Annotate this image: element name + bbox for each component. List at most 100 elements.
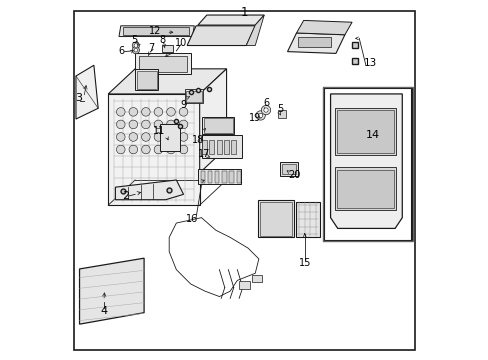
Text: 9: 9 [180,100,186,110]
Bar [122,27,188,35]
Bar [410,87,411,241]
Circle shape [142,120,150,129]
Bar [186,91,202,102]
Circle shape [154,133,163,141]
Bar [336,170,393,208]
Bar [298,37,330,47]
Circle shape [129,120,137,129]
Circle shape [166,120,175,129]
Circle shape [166,133,175,141]
Bar [230,140,235,154]
Text: 18: 18 [191,135,203,145]
Bar [137,71,156,89]
Circle shape [261,105,270,115]
Circle shape [258,113,262,118]
Bar [108,94,199,205]
Bar [202,140,207,154]
Bar [229,171,233,183]
Bar [139,56,187,72]
Bar [281,163,296,174]
Bar [162,45,172,52]
Bar [202,117,234,134]
Circle shape [255,111,265,120]
Text: 10: 10 [174,38,186,48]
Circle shape [129,145,137,154]
Bar [322,87,323,241]
Polygon shape [108,69,226,94]
Bar [135,53,190,74]
Text: 3: 3 [75,93,82,103]
Text: 4: 4 [100,306,107,316]
Bar [334,108,395,155]
Bar [160,125,180,151]
Circle shape [154,108,163,116]
Bar [260,202,292,235]
Bar [322,87,411,88]
Text: 14: 14 [365,130,379,140]
Bar [209,140,214,154]
Text: 1: 1 [240,6,248,19]
Bar [198,168,241,184]
Text: 11: 11 [153,126,165,135]
Bar [216,140,221,154]
Bar [203,118,233,133]
Polygon shape [76,65,98,119]
Circle shape [166,145,175,154]
Bar [185,89,203,103]
Polygon shape [198,15,264,25]
Bar [334,167,395,211]
Polygon shape [187,26,255,45]
Circle shape [179,108,187,116]
Circle shape [116,120,125,129]
Bar [223,140,228,154]
Bar [280,162,297,176]
Text: 5: 5 [277,104,283,114]
Circle shape [166,108,175,116]
Circle shape [129,108,137,116]
Text: 19: 19 [248,113,261,123]
Text: 16: 16 [186,214,198,224]
Circle shape [154,120,163,129]
Circle shape [142,133,150,141]
Text: 13: 13 [364,58,377,68]
Bar [135,69,158,90]
Bar [258,200,293,237]
Circle shape [134,44,137,47]
Bar [336,111,393,153]
Polygon shape [296,21,351,35]
Circle shape [132,46,139,54]
Text: 2: 2 [122,191,129,201]
Bar [239,282,249,289]
Bar [322,87,412,241]
Circle shape [132,42,139,49]
Circle shape [116,145,125,154]
Text: 17: 17 [198,149,210,159]
Polygon shape [80,258,144,324]
Polygon shape [199,69,226,173]
Polygon shape [246,15,264,45]
Text: 5: 5 [131,35,137,45]
Circle shape [179,133,187,141]
Bar [222,171,226,183]
Polygon shape [330,94,402,228]
Bar [296,202,319,237]
Circle shape [179,145,187,154]
Text: 7: 7 [148,43,154,53]
Text: 8: 8 [159,35,165,45]
Bar [322,240,411,241]
Bar [251,275,261,282]
Bar [277,110,285,118]
Text: 12: 12 [149,26,162,36]
Text: 6: 6 [119,46,124,56]
Bar [236,171,241,183]
Circle shape [142,145,150,154]
Bar [207,171,212,183]
Text: 20: 20 [288,170,300,180]
Circle shape [116,108,125,116]
Bar [201,171,204,183]
Polygon shape [287,33,344,53]
Circle shape [116,133,125,141]
Polygon shape [119,26,194,37]
Text: 6: 6 [263,98,269,108]
Polygon shape [115,180,183,200]
